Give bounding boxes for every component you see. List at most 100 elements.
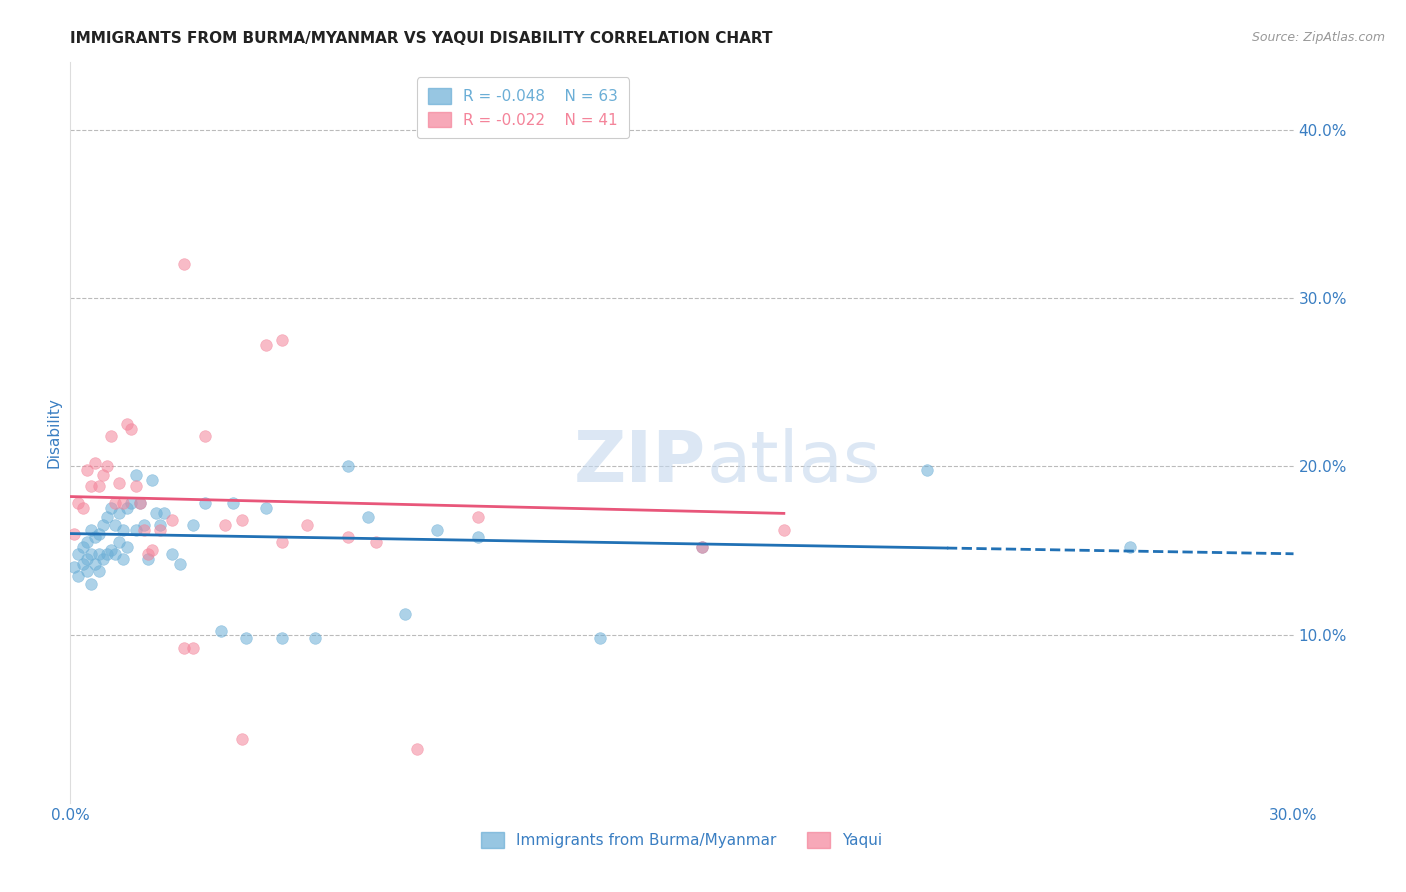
Point	[271, 333, 294, 347]
Point	[690, 540, 713, 554]
Point	[773, 523, 796, 537]
Point	[87, 479, 110, 493]
Point	[141, 473, 163, 487]
Point	[87, 547, 110, 561]
Point	[915, 462, 938, 476]
Point	[79, 523, 103, 537]
Point	[173, 257, 195, 271]
Point	[91, 518, 114, 533]
Point	[162, 547, 183, 561]
Point	[117, 540, 139, 554]
Point	[149, 518, 172, 533]
Point	[76, 551, 98, 566]
Text: atlas: atlas	[706, 428, 880, 497]
Point	[83, 557, 105, 571]
Point	[295, 518, 318, 533]
Point	[181, 518, 204, 533]
Point	[181, 640, 204, 655]
Point	[112, 496, 135, 510]
Point	[72, 501, 94, 516]
Point	[76, 564, 98, 578]
Point	[79, 547, 103, 561]
Point	[141, 543, 163, 558]
Point	[112, 523, 135, 537]
Point	[112, 551, 135, 566]
Text: ZIP: ZIP	[574, 428, 706, 497]
Point	[63, 560, 86, 574]
Point	[304, 631, 326, 645]
Point	[254, 501, 277, 516]
Point	[87, 526, 110, 541]
Point	[231, 513, 253, 527]
Y-axis label: Disability: Disability	[46, 397, 62, 468]
Point	[194, 429, 217, 443]
Point	[394, 607, 416, 622]
Point	[121, 422, 143, 436]
Point	[136, 551, 159, 566]
Point	[117, 417, 139, 432]
Point	[128, 496, 150, 510]
Point	[690, 540, 713, 554]
Point	[222, 496, 245, 510]
Point	[1119, 540, 1142, 554]
Point	[128, 496, 150, 510]
Point	[153, 507, 176, 521]
Point	[132, 518, 155, 533]
Point	[124, 479, 146, 493]
Point	[67, 568, 90, 582]
Point	[76, 535, 98, 549]
Point	[104, 518, 127, 533]
Point	[63, 526, 86, 541]
Point	[336, 459, 359, 474]
Point	[136, 547, 159, 561]
Point	[91, 551, 114, 566]
Point	[357, 509, 380, 524]
Point	[104, 496, 127, 510]
Point	[121, 496, 143, 510]
Point	[124, 467, 146, 482]
Point	[72, 557, 94, 571]
Point	[91, 467, 114, 482]
Point	[79, 577, 103, 591]
Point	[96, 509, 118, 524]
Point	[96, 547, 118, 561]
Legend: Immigrants from Burma/Myanmar, Yaqui: Immigrants from Burma/Myanmar, Yaqui	[475, 826, 889, 855]
Point	[194, 496, 217, 510]
Point	[67, 547, 90, 561]
Point	[426, 523, 449, 537]
Point	[83, 530, 105, 544]
Point	[104, 547, 127, 561]
Point	[209, 624, 232, 639]
Point	[108, 507, 131, 521]
Point	[100, 543, 122, 558]
Point	[173, 640, 195, 655]
Point	[149, 523, 172, 537]
Point	[235, 631, 257, 645]
Point	[76, 462, 98, 476]
Text: Source: ZipAtlas.com: Source: ZipAtlas.com	[1251, 31, 1385, 45]
Point	[100, 501, 122, 516]
Point	[67, 496, 90, 510]
Point	[231, 731, 253, 746]
Point	[366, 535, 388, 549]
Point	[96, 459, 118, 474]
Point	[162, 513, 183, 527]
Point	[108, 476, 131, 491]
Point	[79, 479, 103, 493]
Point	[254, 338, 277, 352]
Point	[83, 456, 105, 470]
Point	[100, 429, 122, 443]
Point	[145, 507, 167, 521]
Point	[169, 557, 191, 571]
Point	[467, 530, 489, 544]
Point	[589, 631, 612, 645]
Text: IMMIGRANTS FROM BURMA/MYANMAR VS YAQUI DISABILITY CORRELATION CHART: IMMIGRANTS FROM BURMA/MYANMAR VS YAQUI D…	[70, 31, 773, 46]
Point	[72, 540, 94, 554]
Point	[467, 509, 489, 524]
Point	[108, 535, 131, 549]
Point	[406, 742, 429, 756]
Point	[132, 523, 155, 537]
Point	[271, 535, 294, 549]
Point	[214, 518, 236, 533]
Point	[336, 530, 359, 544]
